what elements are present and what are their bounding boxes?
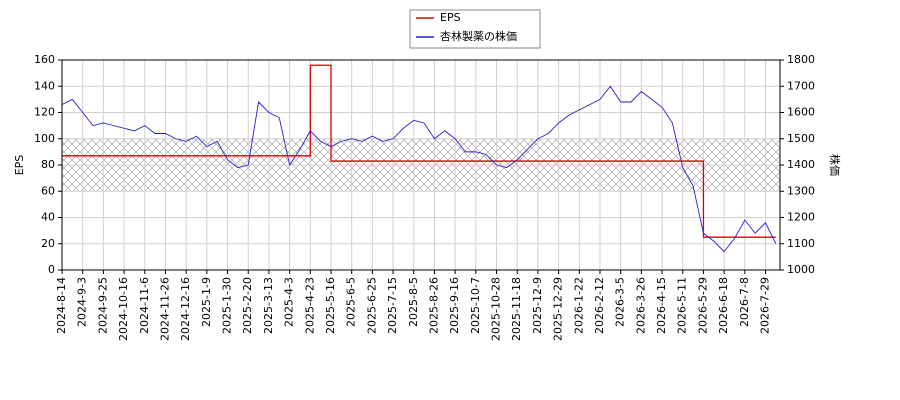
x-tick-label: 2025-1-9 (200, 277, 213, 327)
y2-tick-label: 1000 (787, 263, 815, 276)
x-tick-label: 2024-9-25 (96, 277, 109, 334)
x-tick-label: 2025-9-16 (448, 277, 461, 334)
x-tick-label: 2025-10-28 (490, 277, 503, 341)
x-tick-label: 2025-8-5 (407, 277, 420, 327)
x-tick-label: 2024-8-14 (55, 277, 68, 334)
x-tick-label: 2025-8-26 (427, 277, 440, 334)
y2-tick-label: 1400 (787, 158, 815, 171)
x-tick-label: 2025-2-20 (241, 277, 254, 334)
y2-tick-label: 1100 (787, 237, 815, 250)
y-tick-label: 20 (41, 237, 55, 250)
y2-tick-label: 1500 (787, 132, 815, 145)
x-tick-label: 2026-3-5 (614, 277, 627, 327)
x-tick-label: 2026-7-8 (738, 277, 751, 327)
y-tick-label: 140 (34, 79, 55, 92)
y2-tick-label: 1300 (787, 184, 815, 197)
x-tick-label: 2026-7-29 (759, 277, 772, 334)
plot-layer (61, 59, 780, 271)
x-tick-label: 2025-12-29 (552, 277, 565, 341)
x-tick-label: 2025-10-7 (469, 277, 482, 334)
y-tick-label: 100 (34, 132, 55, 145)
y-axis-label: EPS (13, 155, 26, 176)
x-tick-label: 2025-4-23 (303, 277, 316, 334)
x-tick-label: 2024-11-26 (158, 277, 171, 341)
x-tick-label: 2025-3-13 (262, 277, 275, 334)
y-tick-label: 0 (48, 263, 55, 276)
legend-label: 杏林製薬の株価 (440, 29, 517, 43)
series-line (61, 85, 777, 253)
y2-tick-label: 1200 (787, 211, 815, 224)
x-tick-label: 2025-12-9 (531, 277, 544, 334)
x-tick-label: 2026-2-12 (593, 277, 606, 334)
y2-tick-label: 1700 (787, 79, 815, 92)
x-tick-label: 2026-5-11 (676, 277, 689, 334)
x-tick-label: 2024-11-6 (138, 277, 151, 334)
y-tick-label: 40 (41, 211, 55, 224)
x-tick-label: 2025-1-30 (221, 277, 234, 334)
x-tick-label: 2025-4-3 (283, 277, 296, 327)
y-tick-label: 60 (41, 184, 55, 197)
x-tick-label: 2026-1-22 (572, 277, 585, 334)
series-line (62, 64, 776, 238)
x-tick-label: 2025-6-25 (365, 277, 378, 334)
y2-tick-label: 1800 (787, 53, 815, 66)
y-tick-label: 160 (34, 53, 55, 66)
x-tick-label: 2024-10-16 (117, 277, 130, 341)
x-tick-label: 2024-12-16 (179, 277, 192, 341)
y2-axis-label: 株価 (828, 154, 842, 176)
x-tick-label: 2025-7-15 (386, 277, 399, 334)
x-tick-label: 2024-9-3 (76, 277, 89, 327)
x-tick-label: 2025-6-5 (345, 277, 358, 327)
x-tick-label: 2025-11-18 (510, 277, 523, 341)
legend-box (409, 9, 541, 49)
y-tick-label: 120 (34, 106, 55, 119)
x-tick-label: 2026-4-15 (655, 277, 668, 334)
x-tick-label: 2026-6-18 (717, 277, 730, 334)
x-tick-label: 2025-5-16 (324, 277, 337, 334)
legend-label: EPS (440, 11, 461, 24)
x-tick-label: 2026-3-26 (634, 277, 647, 334)
y2-tick-label: 1600 (787, 106, 815, 119)
x-tick-label: 2026-5-29 (696, 277, 709, 334)
y-tick-label: 80 (41, 158, 55, 171)
